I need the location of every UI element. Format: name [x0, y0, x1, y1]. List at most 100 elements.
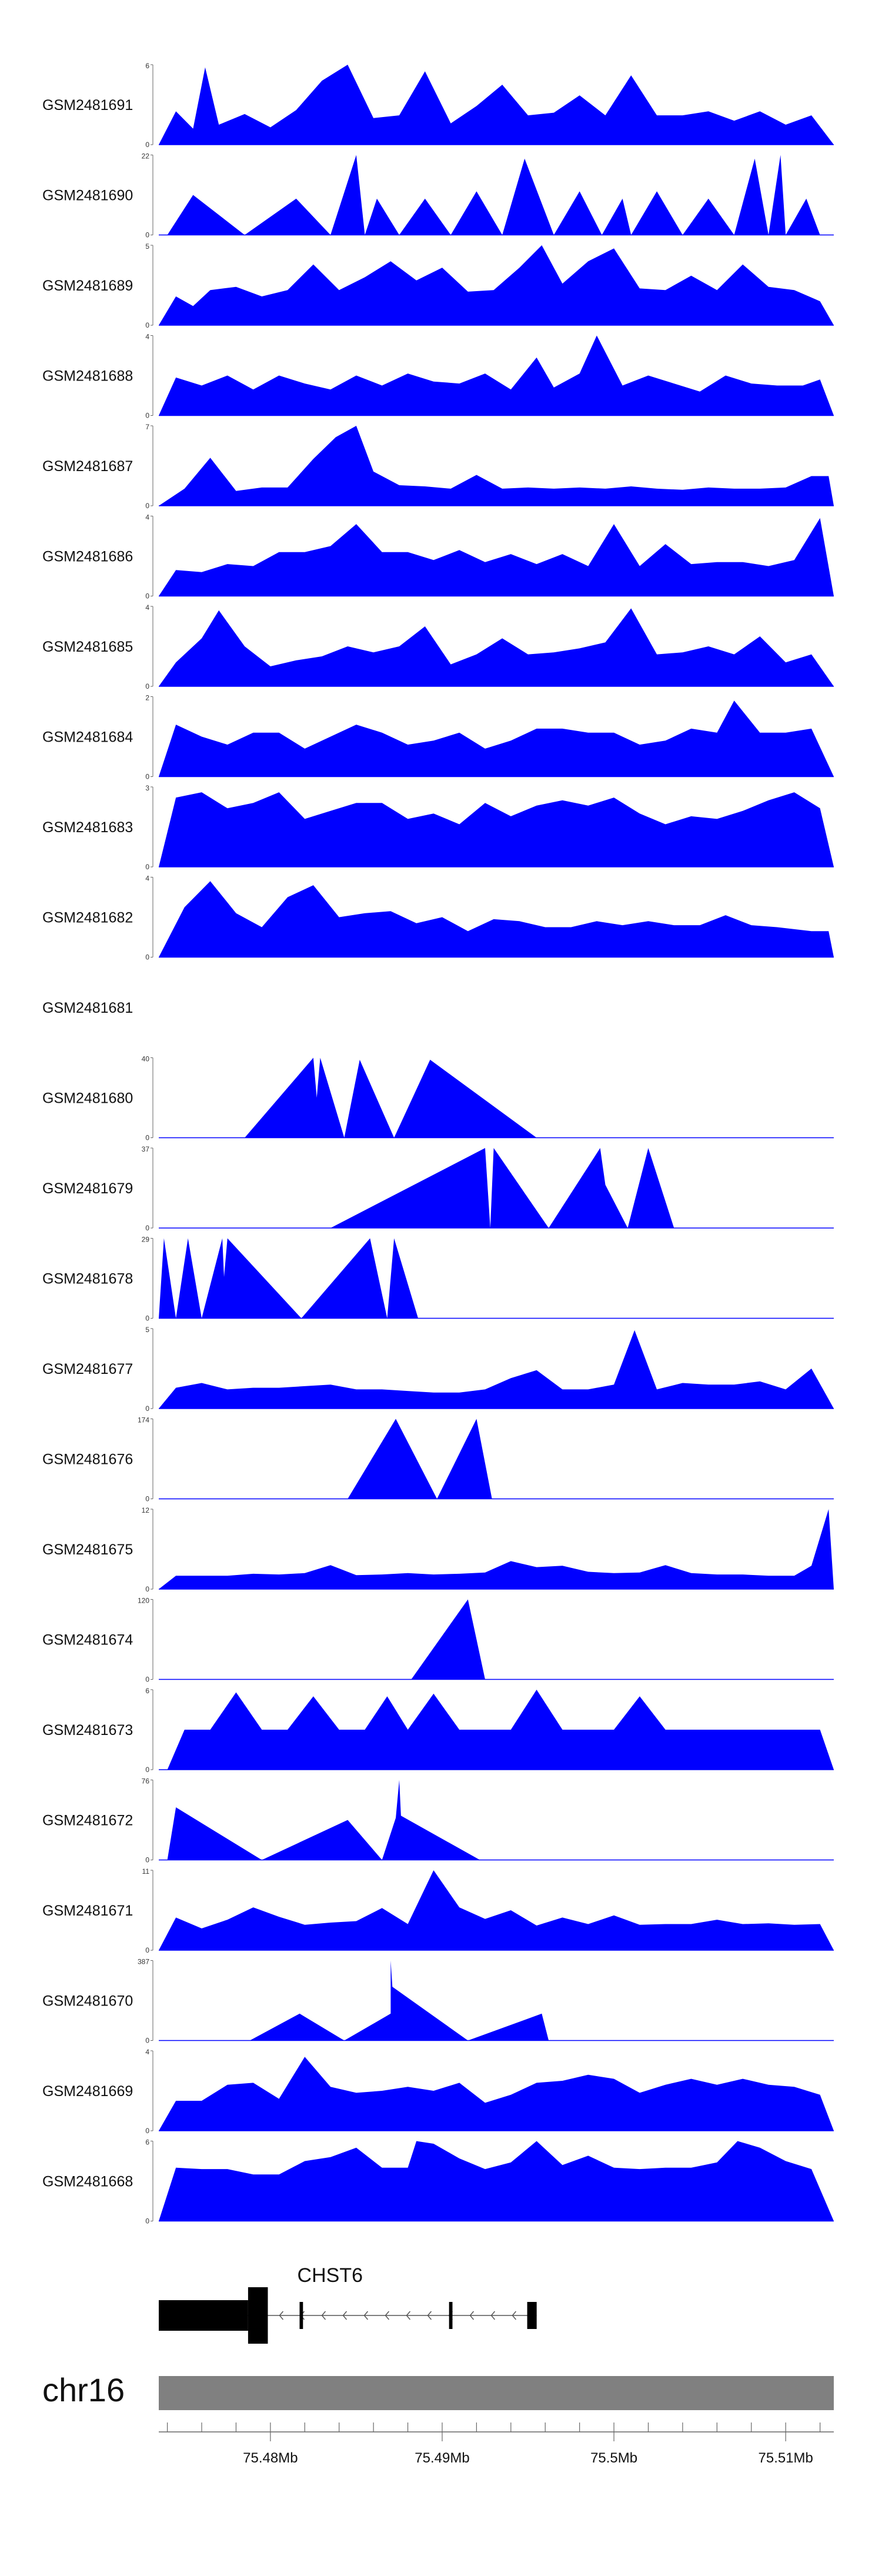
y-axis-max-label: 29 — [142, 1236, 150, 1244]
coverage-area — [159, 1509, 834, 1589]
chromosome-ideogram-bar — [159, 2376, 834, 2410]
coverage-area — [167, 1780, 480, 1860]
gene-name-label: CHST6 — [298, 2264, 363, 2287]
strand-chevron — [427, 2311, 432, 2320]
coverage-area — [330, 1148, 674, 1228]
y-axis-min-label: 0 — [145, 1856, 149, 1864]
track-GSM2481671: GSM2481671 11 0 — [42, 1867, 834, 1954]
coverage-area — [159, 245, 834, 325]
track-GSM2481681: GSM2481681 — [42, 1000, 133, 1016]
track-GSM2481675: GSM2481675 12 0 — [42, 1506, 834, 1593]
y-axis-min-label: 0 — [145, 1676, 149, 1684]
coverage-area — [159, 881, 834, 957]
sample-label: GSM2481672 — [42, 1813, 133, 1829]
y-axis-max-label: 12 — [142, 1506, 150, 1514]
sample-label: GSM2481671 — [42, 1903, 133, 1919]
sample-label: GSM2481675 — [42, 1541, 133, 1558]
sample-label: GSM2481686 — [42, 549, 133, 565]
y-axis-min-label: 0 — [145, 682, 149, 690]
coverage-area — [159, 700, 834, 777]
track-GSM2481672: GSM2481672 76 0 — [42, 1777, 834, 1864]
y-axis-max-label: 6 — [145, 2138, 149, 2147]
y-axis-min-label: 0 — [145, 953, 149, 962]
coverage-area — [159, 1238, 419, 1319]
exon-block — [299, 2302, 303, 2329]
sample-label: GSM2481683 — [42, 819, 133, 836]
sample-label: GSM2481670 — [42, 1993, 133, 2010]
sample-label: GSM2481690 — [42, 188, 133, 204]
y-axis-min-label: 0 — [145, 412, 149, 420]
y-axis-max-label: 5 — [145, 1326, 149, 1334]
y-axis-min-label: 0 — [145, 592, 149, 600]
coverage-area — [159, 792, 834, 867]
y-axis-min-label: 0 — [145, 1134, 149, 1142]
x-axis-tick-label: 75.48Mb — [243, 2450, 298, 2466]
sample-label: GSM2481684 — [42, 729, 133, 746]
strand-chevron — [406, 2311, 411, 2320]
track-GSM2481687: GSM2481687 7 0 — [42, 423, 834, 510]
track-GSM2481684: GSM2481684 2 0 — [42, 694, 834, 781]
coverage-area — [159, 1330, 834, 1409]
y-axis-max-label: 4 — [145, 2048, 149, 2056]
y-axis-max-label: 76 — [142, 1777, 150, 1786]
track-GSM2481677: GSM2481677 5 0 — [42, 1326, 834, 1413]
strand-chevron — [321, 2311, 326, 2320]
track-GSM2481668: GSM2481668 6 0 — [42, 2138, 834, 2225]
y-axis-max-label: 7 — [145, 423, 149, 431]
strand-chevron — [279, 2311, 284, 2320]
track-GSM2481680: GSM2481680 40 0 — [42, 1055, 834, 1142]
x-axis-tick-label: 75.5Mb — [590, 2450, 637, 2466]
y-axis-min-label: 0 — [145, 1766, 149, 1774]
y-axis-min-label: 0 — [145, 2217, 149, 2225]
exon-block — [248, 2287, 268, 2344]
sample-label: GSM2481668 — [42, 2174, 133, 2190]
coverage-area — [159, 426, 834, 506]
y-axis-min-label: 0 — [145, 1404, 149, 1413]
chromosome-label: chr16 — [42, 2371, 125, 2408]
y-axis-min-label: 0 — [145, 773, 149, 781]
exon-block — [449, 2302, 453, 2329]
track-GSM2481690: GSM2481690 22 0 — [42, 152, 834, 239]
coverage-area — [411, 1599, 485, 1680]
y-axis-max-label: 11 — [142, 1867, 150, 1876]
track-GSM2481689: GSM2481689 5 0 — [42, 242, 834, 329]
coverage-area — [249, 1960, 549, 2041]
coverage-area — [159, 65, 834, 145]
x-axis-tick-label: 75.51Mb — [759, 2450, 813, 2466]
sample-label: GSM2481688 — [42, 368, 133, 385]
y-axis-min-label: 0 — [145, 502, 149, 510]
coverage-area — [159, 335, 834, 416]
track-GSM2481691: GSM2481691 6 0 — [42, 62, 834, 149]
y-axis-max-label: 40 — [142, 1055, 150, 1063]
strand-chevron — [490, 2311, 496, 2320]
track-GSM2481674: GSM2481674 120 0 — [42, 1597, 834, 1684]
track-GSM2481676: GSM2481676 174 0 — [42, 1416, 834, 1503]
track-GSM2481673: GSM2481673 6 0 — [42, 1687, 834, 1774]
sample-label: GSM2481679 — [42, 1180, 133, 1197]
strand-chevron — [385, 2311, 390, 2320]
sample-label: GSM2481689 — [42, 278, 133, 294]
y-axis-min-label: 0 — [145, 321, 149, 329]
y-axis-max-label: 6 — [145, 1687, 149, 1695]
track-GSM2481669: GSM2481669 4 0 — [42, 2048, 834, 2135]
coverage-area — [159, 518, 834, 596]
track-GSM2481679: GSM2481679 37 0 — [42, 1145, 834, 1232]
track-GSM2481682: GSM2481682 4 0 — [42, 875, 834, 962]
x-axis-tick-label: 75.49Mb — [415, 2450, 469, 2466]
y-axis-min-label: 0 — [145, 1224, 149, 1232]
coverage-area — [159, 608, 834, 686]
coverage-area — [167, 1690, 834, 1770]
strand-chevron — [469, 2311, 475, 2320]
y-axis-min-label: 0 — [145, 141, 149, 149]
y-axis-min-label: 0 — [145, 863, 149, 871]
sample-label: GSM2481676 — [42, 1451, 133, 1468]
y-axis-max-label: 4 — [145, 513, 149, 522]
sample-label: GSM2481669 — [42, 2083, 133, 2100]
y-axis-max-label: 3 — [145, 784, 149, 792]
y-axis-min-label: 0 — [145, 1495, 149, 1503]
sample-label: GSM2481681 — [42, 1000, 133, 1016]
sample-label: GSM2481682 — [42, 910, 133, 926]
track-GSM2481670: GSM2481670 387 0 — [42, 1958, 834, 2045]
sample-label: GSM2481677 — [42, 1361, 133, 1377]
